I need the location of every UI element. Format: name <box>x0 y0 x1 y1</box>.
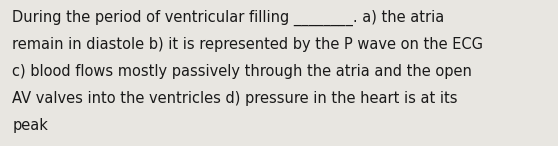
Text: During the period of ventricular filling ________. a) the atria: During the period of ventricular filling… <box>12 10 445 26</box>
Text: c) blood flows mostly passively through the atria and the open: c) blood flows mostly passively through … <box>12 64 472 79</box>
Text: peak: peak <box>12 118 48 133</box>
Text: AV valves into the ventricles d) pressure in the heart is at its: AV valves into the ventricles d) pressur… <box>12 91 458 106</box>
Text: remain in diastole b) it is represented by the P wave on the ECG: remain in diastole b) it is represented … <box>12 37 483 52</box>
